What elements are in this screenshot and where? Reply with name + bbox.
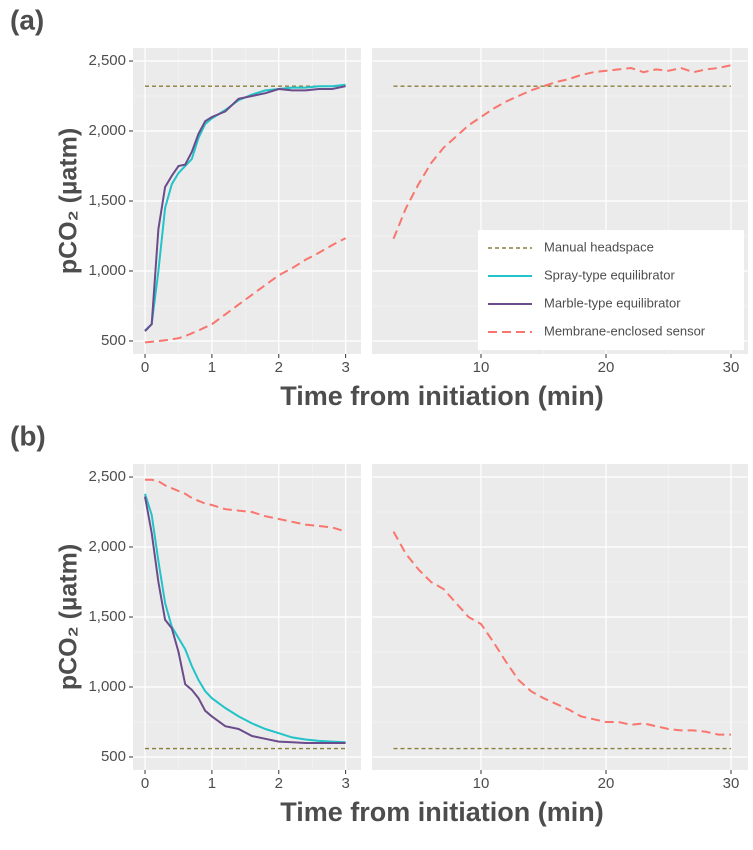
series-line	[144, 237, 347, 344]
y-tick-label: 2,000	[88, 538, 126, 555]
y-tick-label: 500	[101, 748, 126, 765]
legend-label: Membrane-enclosed sensor	[544, 323, 706, 338]
x-tick-label: 0	[141, 359, 149, 376]
series-line	[392, 64, 732, 240]
legend-label: Manual headspace	[544, 239, 654, 254]
x-tick-label: 2	[275, 359, 283, 376]
y-tick-label: 2,500	[88, 468, 126, 485]
legend-box	[478, 230, 744, 350]
y-axis-label: pCO₂ (µatm)	[55, 128, 83, 274]
legend-label: Marble-type equilibrator	[544, 295, 681, 310]
series-line	[144, 83, 346, 332]
series-line	[144, 496, 346, 744]
legend-label: Spray-type equilibrator	[544, 267, 675, 282]
y-tick-label: 1,000	[88, 678, 126, 695]
x-tick-label: 2	[275, 775, 283, 792]
y-tick-label: 2,000	[88, 122, 126, 139]
x-tick-label: 0	[141, 775, 149, 792]
x-tick-label: 1	[208, 775, 216, 792]
y-tick-label: 1,500	[88, 608, 126, 625]
x-tick-label: 20	[598, 775, 615, 792]
series-line	[144, 493, 346, 744]
x-tick-label: 10	[473, 359, 490, 376]
y-tick-label: 500	[101, 332, 126, 349]
series-line	[392, 531, 731, 736]
y-tick-label: 1,500	[88, 192, 126, 209]
panel-label: (a)	[10, 4, 44, 35]
x-tick-label: 1	[208, 359, 216, 376]
series-line	[145, 478, 346, 533]
y-tick-label: 2,500	[88, 52, 126, 69]
x-tick-label: 3	[341, 775, 349, 792]
panel-label: (b)	[10, 420, 46, 451]
y-axis-label: pCO₂ (µatm)	[55, 544, 83, 690]
series-line	[144, 85, 346, 332]
x-tick-label: 30	[723, 359, 740, 376]
x-tick-label: 30	[723, 775, 740, 792]
y-tick-label: 1,000	[88, 262, 126, 279]
x-axis-label: Time from initiation (min)	[280, 797, 604, 827]
x-tick-label: 3	[341, 359, 349, 376]
x-axis-label: Time from initiation (min)	[280, 381, 604, 411]
x-tick-label: 10	[473, 775, 490, 792]
x-tick-label: 20	[598, 359, 615, 376]
